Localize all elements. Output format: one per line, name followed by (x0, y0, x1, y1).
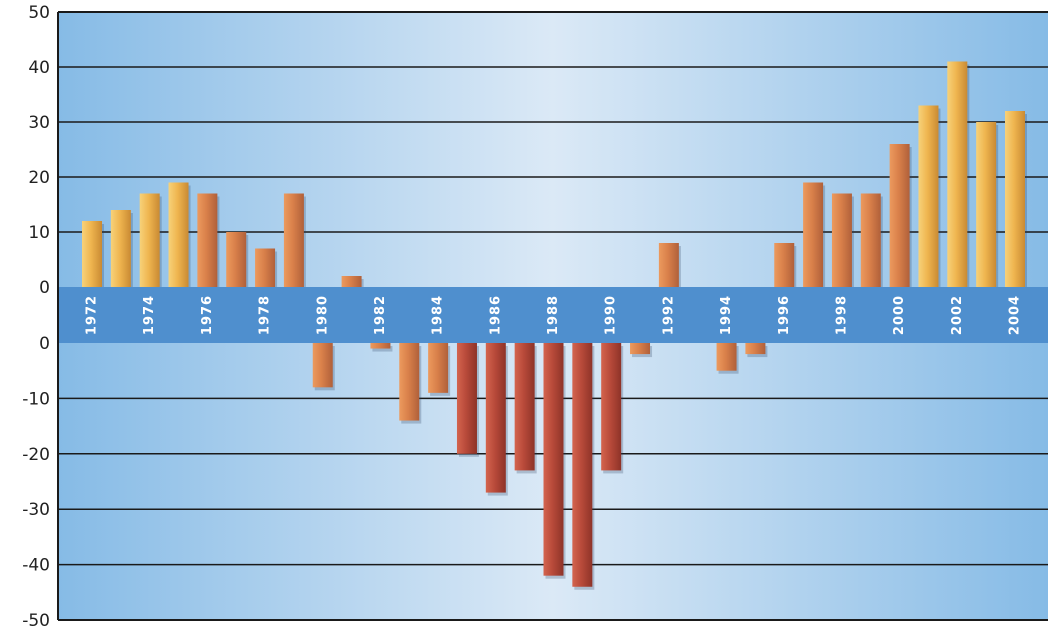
y-axis: 50 40 30 20 10 0 0 -10 -20 -30 -40 -50 (22, 3, 1048, 628)
x-tick-label: 1980 (315, 295, 330, 335)
bar (774, 243, 795, 287)
y-tick-label: -50 (22, 611, 50, 628)
bar (110, 210, 131, 287)
x-tick-label: 2000 (892, 295, 907, 335)
y-tick-label: -20 (22, 445, 50, 465)
bar (82, 221, 102, 287)
x-tick-label: 1972 (85, 295, 100, 335)
bar (197, 193, 218, 287)
x-tick-label: 1976 (200, 295, 215, 335)
bar (283, 193, 304, 287)
bar (630, 343, 651, 355)
bar (139, 193, 160, 287)
bar (341, 276, 362, 287)
x-tick-label: 2004 (1008, 295, 1023, 335)
bar (312, 343, 333, 388)
bar (745, 343, 766, 355)
bar (226, 232, 247, 287)
x-tick-label: 1982 (373, 295, 388, 335)
x-tick-label: 1984 (431, 295, 446, 335)
bars (82, 61, 1027, 590)
year-labels: 1972 1974 1976 1978 1980 1982 1984 1986 1988 1990… (85, 295, 1023, 335)
bar (918, 105, 939, 287)
y-tick-label: 20 (28, 168, 50, 188)
bar (601, 343, 622, 471)
bar (543, 343, 564, 576)
bar (1005, 111, 1025, 287)
x-tick-label: 1988 (546, 295, 561, 335)
bar (255, 248, 276, 287)
y-tick-label: 50 (28, 3, 50, 23)
x-tick-label: 1990 (604, 295, 619, 335)
x-tick-label: 1998 (834, 295, 849, 335)
y-tick-label: 10 (28, 223, 50, 243)
bar (456, 343, 477, 454)
bar (485, 343, 506, 493)
y-tick-label: 0 (39, 334, 50, 354)
bar (399, 343, 420, 421)
y-tick-label: -10 (22, 389, 50, 409)
bar (716, 343, 737, 371)
bar-shadow (372, 346, 393, 352)
bar (370, 343, 391, 349)
bar (889, 144, 910, 287)
year-band (58, 287, 1048, 343)
bar (168, 182, 189, 287)
bar (428, 343, 449, 393)
x-tick-label: 2002 (950, 295, 965, 335)
x-tick-label: 1974 (142, 295, 157, 335)
bar (803, 182, 824, 287)
bar (976, 122, 997, 287)
bar (572, 343, 593, 587)
y-tick-label: -40 (22, 556, 50, 576)
x-tick-label: 1986 (488, 295, 503, 335)
bar (514, 343, 535, 471)
x-tick-label: 1996 (777, 295, 792, 335)
y-tick-label: 0 (39, 278, 50, 298)
bar (947, 61, 968, 287)
x-tick-label: 1994 (719, 295, 734, 335)
bar (658, 243, 679, 287)
bar (860, 193, 881, 287)
bar (831, 193, 852, 287)
y-tick-label: -30 (22, 500, 50, 520)
y-tick-label: 30 (28, 113, 50, 133)
x-tick-label: 1978 (258, 295, 273, 335)
y-tick-label: 40 (28, 58, 50, 78)
x-tick-label: 1992 (661, 295, 676, 335)
